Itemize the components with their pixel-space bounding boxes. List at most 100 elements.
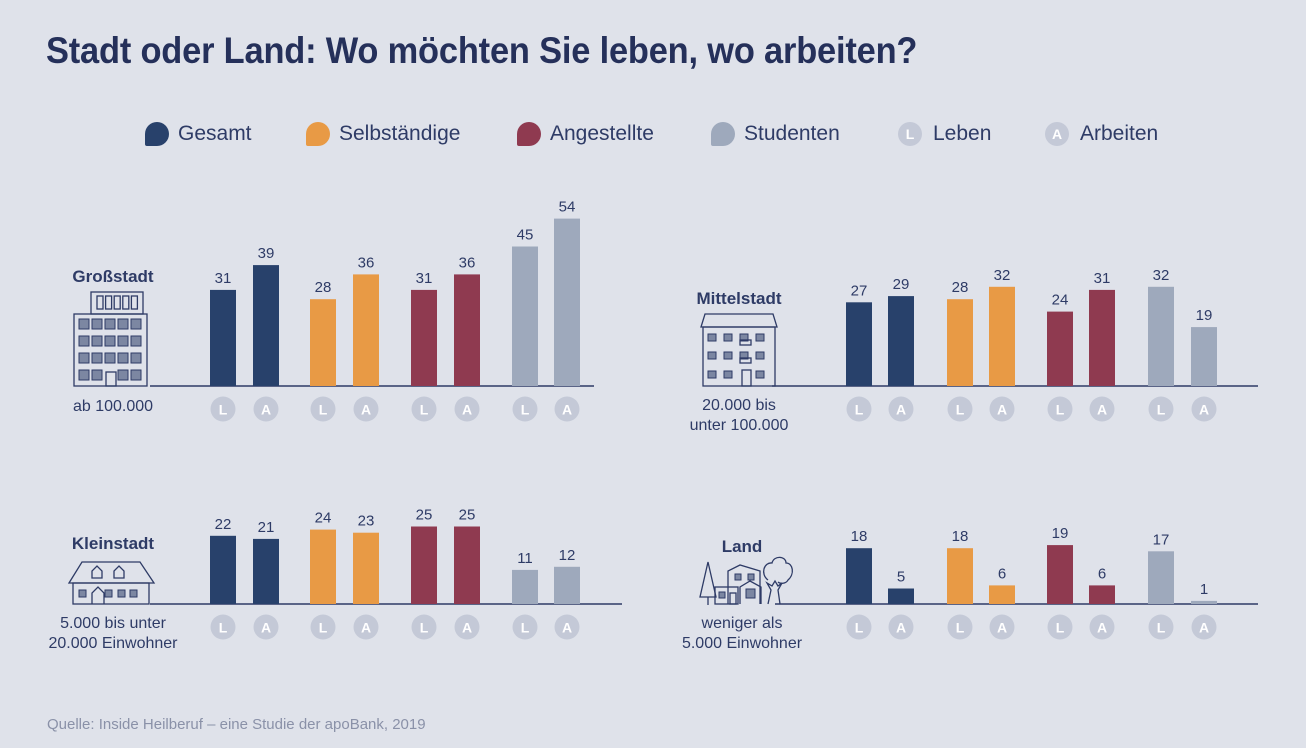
bar-category-label: A: [562, 620, 572, 636]
leben-marker-icon: [512, 614, 538, 640]
leben-marker-icon: [210, 614, 236, 640]
data-label: 11: [517, 550, 533, 567]
bar-selbständige-a: [353, 274, 379, 386]
panel-kleinstadt: Kleinstadt 5.000 bis unter 20.000 Einwohne…: [49, 507, 622, 652]
bar-category-label: L: [521, 620, 530, 636]
bar-category-label: A: [361, 620, 371, 636]
bar-selbständige-a: [989, 286, 1015, 386]
leben-marker-icon: [1047, 396, 1073, 422]
source-note: Quelle: Inside Heilberuf – eine Studie d…: [47, 716, 426, 733]
arbeiten-marker-icon: [989, 614, 1015, 640]
bar-category-label: A: [261, 620, 271, 636]
bar-studenten-a: [1191, 600, 1217, 604]
arbeiten-marker-icon: [353, 396, 379, 422]
bar-category-label: A: [1097, 620, 1107, 636]
bar-selbständige-l: [947, 299, 973, 386]
bar-category-label: L: [420, 402, 429, 418]
data-label: 5: [897, 569, 905, 586]
legend-label: Selbständige: [339, 122, 461, 145]
legend-swatch-gesamt: [145, 122, 169, 146]
leben-marker-icon: [512, 396, 538, 422]
arbeiten-marker-icon: [253, 396, 279, 422]
legend-label: Arbeiten: [1080, 122, 1159, 145]
bar-category-label: L: [956, 402, 965, 418]
panel-title: Kleinstadt: [72, 534, 155, 553]
panel-subtitle: 20.000 Einwohner: [49, 635, 179, 652]
data-label: 31: [1094, 270, 1111, 287]
legend-item-gesamt: Gesamt: [145, 118, 252, 150]
bar-category-label: L: [855, 402, 864, 418]
bar-angestellte-l: [1047, 311, 1073, 386]
leben-marker-icon: [411, 614, 437, 640]
leben-marker-icon: [947, 614, 973, 640]
bar-selbständige-l: [947, 548, 973, 604]
data-label: 31: [416, 270, 433, 287]
arbeiten-marker-icon: [1089, 396, 1115, 422]
arbeiten-marker-icon: [888, 614, 914, 640]
panel-land: Land weniger als 5.000 Einwohner 18 L 5 A 18 L 6 A…: [682, 525, 1258, 652]
bar-category-label: A: [462, 402, 472, 418]
legend-swatch-studenten: [711, 122, 735, 146]
bar-category-label: A: [1199, 402, 1209, 418]
arbeiten-marker-icon: [1191, 396, 1217, 422]
legend-swatch-angestellte: [517, 122, 541, 146]
legend-item-leben: L Leben: [898, 118, 991, 150]
bar-category-label: L: [956, 620, 965, 636]
data-label: 6: [998, 565, 1006, 582]
bar-studenten-a: [1191, 327, 1217, 386]
legend-label: Angestellte: [550, 122, 654, 145]
bar-category-label: L: [1056, 620, 1065, 636]
legend-item-angestellte: Angestellte: [517, 118, 654, 150]
legend-label: Gesamt: [178, 122, 252, 145]
bar-category-label: L: [1056, 402, 1065, 418]
data-label: 1: [1200, 581, 1208, 598]
bar-gesamt-a: [888, 296, 914, 386]
leben-marker-icon: [411, 396, 437, 422]
panel-subtitle: weniger als: [701, 615, 783, 632]
legend-item-arbeiten: A Arbeiten: [1045, 118, 1158, 150]
bar-studenten-l: [512, 246, 538, 386]
legend-swatch-selbstaendige: [306, 122, 330, 146]
data-label: 27: [851, 282, 868, 299]
bar-category-label: A: [896, 620, 906, 636]
bar-category-label: L: [219, 402, 228, 418]
bar-gesamt-l: [210, 289, 236, 386]
panel-subtitle: 5.000 bis unter: [60, 615, 167, 632]
arbeiten-marker-icon: [554, 614, 580, 640]
leben-marker-icon: [846, 396, 872, 422]
data-label: 25: [416, 507, 433, 524]
arbeiten-marker-icon: [1089, 614, 1115, 640]
panel-subtitle: ab 100.000: [73, 398, 153, 415]
leben-marker-icon: [310, 396, 336, 422]
data-label: 12: [559, 547, 576, 564]
panel-subtitle: 20.000 bis: [702, 397, 776, 414]
data-label: 28: [952, 279, 969, 296]
data-label: 24: [315, 510, 332, 527]
data-label: 31: [215, 270, 232, 287]
arbeiten-marker-icon: [253, 614, 279, 640]
bar-studenten-l: [1148, 551, 1174, 604]
data-label: 18: [952, 528, 969, 545]
skyscraper-icon: [73, 291, 148, 387]
legend-label: Studenten: [744, 122, 840, 145]
panel-subtitle: unter 100.000: [690, 417, 789, 434]
bar-angestellte-l: [1047, 545, 1073, 604]
data-label: 6: [1098, 565, 1106, 582]
bar-angestellte-a: [454, 274, 480, 386]
arbeiten-marker-icon: [989, 396, 1015, 422]
bar-category-label: L: [1157, 620, 1166, 636]
arbeiten-marker-icon: [554, 396, 580, 422]
house-icon: [67, 561, 156, 605]
legend-label: Leben: [933, 122, 992, 145]
bar-category-label: A: [997, 402, 1007, 418]
bar-gesamt-l: [210, 535, 236, 604]
bar-angestellte-l: [411, 526, 437, 604]
data-label: 45: [517, 227, 534, 244]
legend-item-studenten: Studenten: [711, 118, 840, 150]
data-label: 54: [559, 199, 576, 216]
bar-category-label: A: [1199, 620, 1209, 636]
arbeiten-marker-icon: [888, 396, 914, 422]
panel-mittelstadt: Mittelstadt 20.000 bis unter 100.000 27 L 29 A…: [690, 267, 1258, 434]
legend: Gesamt Selbständige Angestellte Studente…: [0, 118, 1306, 152]
